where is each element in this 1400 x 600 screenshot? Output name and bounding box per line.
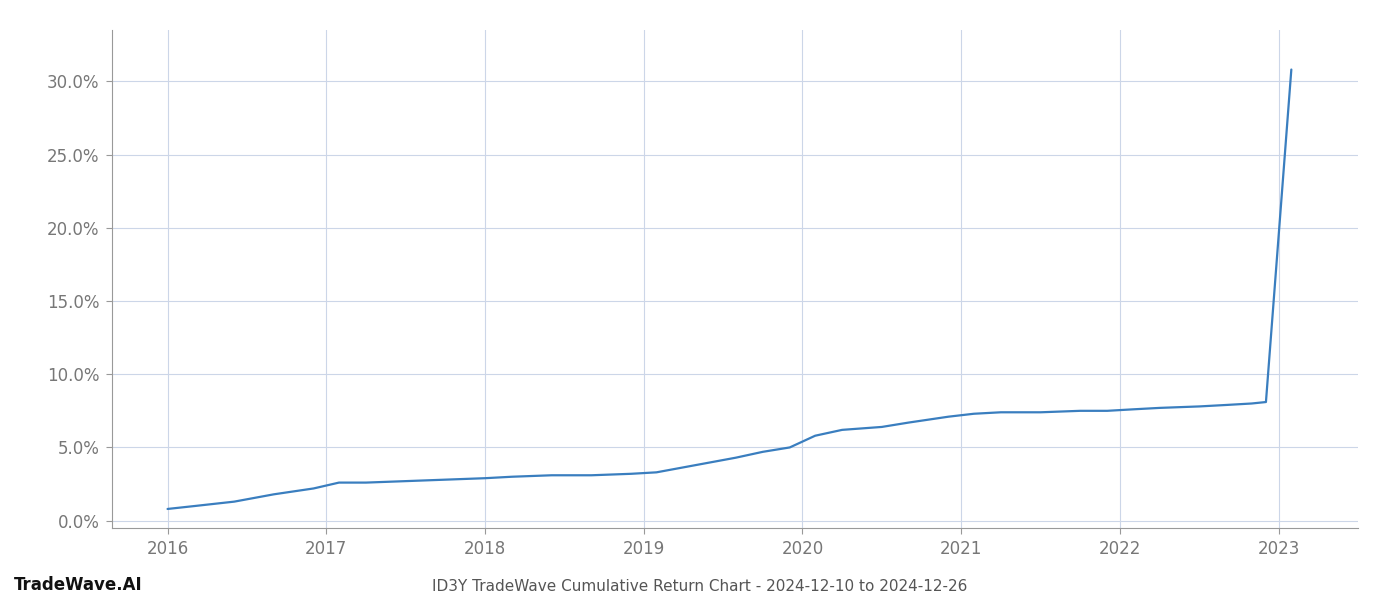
Text: TradeWave.AI: TradeWave.AI: [14, 576, 143, 594]
Text: ID3Y TradeWave Cumulative Return Chart - 2024-12-10 to 2024-12-26: ID3Y TradeWave Cumulative Return Chart -…: [433, 579, 967, 594]
